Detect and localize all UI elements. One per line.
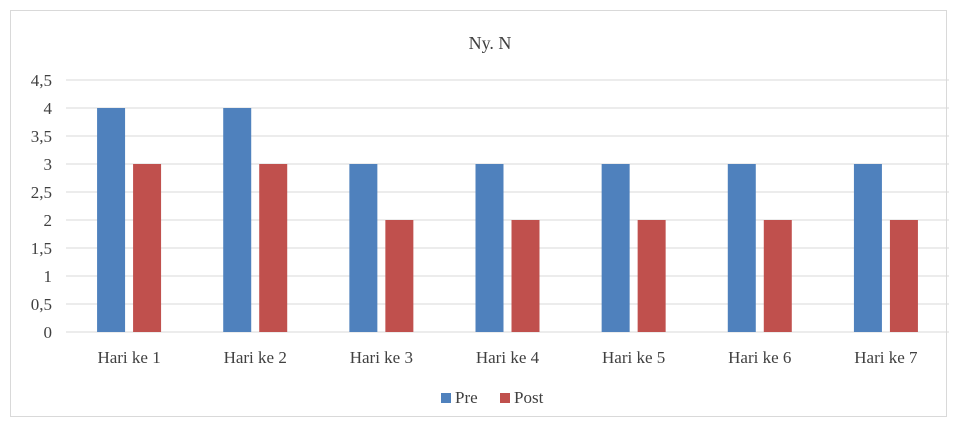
y-tick-label: 1 (44, 267, 53, 286)
bar-post-2 (259, 164, 288, 332)
legend-label-post: Post (514, 388, 544, 407)
y-tick-label: 2,5 (31, 183, 52, 202)
bar-post-1 (133, 164, 162, 332)
gridlines (66, 79, 949, 333)
x-axis-ticks: Hari ke 1 Hari ke 2 Hari ke 3 Hari ke 4 Hari… (97, 348, 918, 367)
x-tick-label: Hari ke 2 (224, 348, 287, 367)
x-tick-label: Hari ke 4 (476, 348, 540, 367)
bars (97, 108, 918, 332)
bar-post-5 (637, 220, 666, 332)
y-tick-label: 4 (44, 99, 53, 118)
y-tick-label: 0,5 (31, 295, 52, 314)
y-tick-label: 0 (44, 323, 53, 342)
bar-pre-5 (601, 164, 630, 332)
bar-post-3 (385, 220, 414, 332)
bar-post-7 (889, 220, 918, 332)
bar-pre-3 (349, 164, 378, 332)
x-tick-label: Hari ke 1 (97, 348, 160, 367)
y-tick-label: 4,5 (31, 71, 52, 90)
y-tick-label: 2 (44, 211, 53, 230)
bar-pre-6 (727, 164, 756, 332)
x-tick-label: Hari ke 3 (350, 348, 413, 367)
bar-pre-1 (97, 108, 126, 332)
x-tick-label: Hari ke 6 (728, 348, 791, 367)
x-tick-label: Hari ke 7 (854, 348, 918, 367)
bar-post-6 (763, 220, 792, 332)
x-tick-label: Hari ke 5 (602, 348, 665, 367)
bar-pre-4 (475, 164, 504, 332)
bar-post-4 (511, 220, 540, 332)
legend-swatch-pre (441, 393, 451, 403)
y-tick-label: 3 (44, 155, 53, 174)
legend: Pre Post (441, 388, 544, 407)
chart-title: Ny. N (469, 33, 512, 53)
bar-pre-7 (853, 164, 882, 332)
legend-label-pre: Pre (455, 388, 478, 407)
y-axis-ticks: 0 0,5 1 1,5 2 2,5 3 3,5 4 4,5 (31, 71, 53, 342)
legend-swatch-post (500, 393, 510, 403)
y-tick-label: 1,5 (31, 239, 52, 258)
y-tick-label: 3,5 (31, 127, 52, 146)
bar-pre-2 (223, 108, 252, 332)
